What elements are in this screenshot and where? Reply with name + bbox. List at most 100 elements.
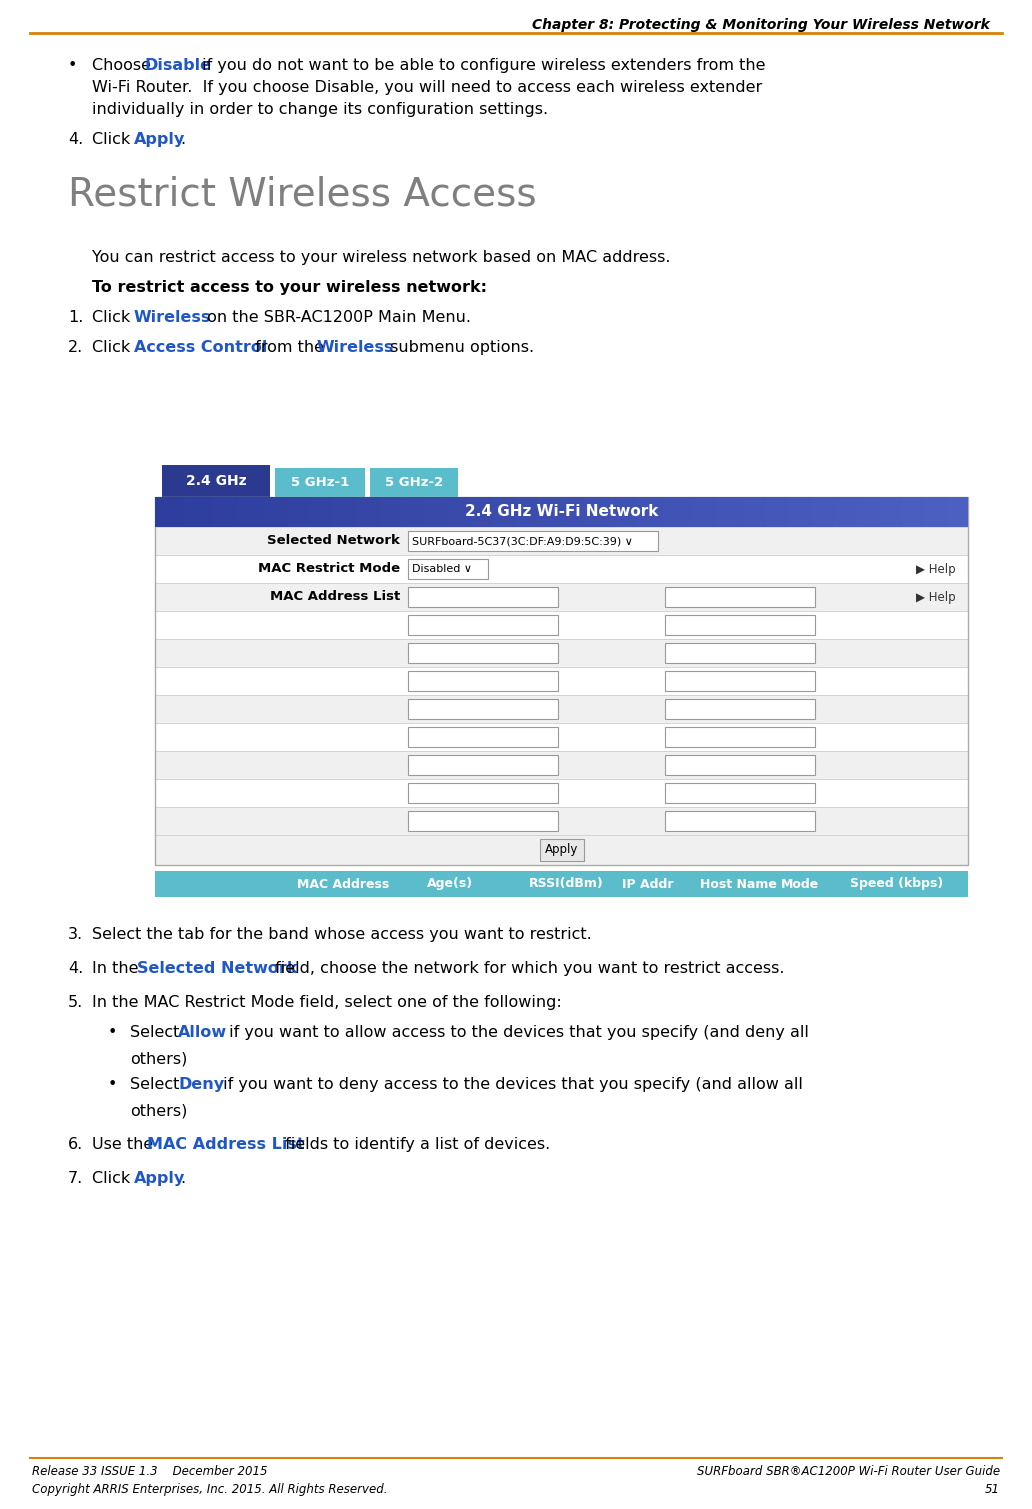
Text: 4.: 4. [68, 131, 84, 146]
Bar [408, 810, 558, 831]
Text: Release 33 ISSUE 1.3    December 2015: Release 33 ISSUE 1.3 December 2015 [32, 1465, 267, 1477]
Bar [408, 699, 558, 718]
Text: 5 GHz-1: 5 GHz-1 [291, 475, 349, 489]
Text: MAC Address List: MAC Address List [269, 590, 400, 604]
Text: •: • [68, 57, 77, 72]
Bar [408, 754, 558, 776]
Text: Use the: Use the [92, 1136, 158, 1151]
Text: MAC Address: MAC Address [297, 878, 389, 890]
Text: 2.4 GHz: 2.4 GHz [186, 474, 247, 487]
Text: Access Control: Access Control [134, 340, 267, 355]
Text: if you want to allow access to the devices that you specify (and deny all: if you want to allow access to the devic… [224, 1025, 809, 1040]
Text: Deny: Deny [178, 1077, 224, 1093]
Text: Click: Click [92, 309, 135, 324]
Text: Disable: Disable [144, 57, 211, 72]
Text: Select the tab for the band whose access you want to restrict.: Select the tab for the band whose access… [92, 927, 591, 942]
Bar [665, 672, 815, 691]
Text: 3.: 3. [68, 927, 84, 942]
Text: Mode: Mode [781, 878, 819, 890]
Bar [540, 839, 583, 862]
Bar [665, 754, 815, 776]
Bar [155, 834, 968, 865]
Text: submenu options.: submenu options. [385, 340, 535, 355]
Text: .: . [180, 131, 185, 146]
Bar [155, 496, 968, 865]
Bar [665, 616, 815, 635]
Bar [665, 699, 815, 718]
Text: Selected Network: Selected Network [137, 961, 297, 976]
Text: 4.: 4. [68, 961, 84, 976]
Text: Select: Select [130, 1077, 185, 1093]
Text: Apply: Apply [134, 1171, 186, 1186]
Text: •: • [108, 1077, 118, 1093]
Text: Click: Click [92, 340, 135, 355]
Bar [155, 723, 968, 751]
Bar [665, 587, 815, 607]
Text: Selected Network: Selected Network [267, 534, 400, 548]
Bar [155, 555, 968, 582]
Text: ▶ Help: ▶ Help [916, 590, 956, 604]
Bar [665, 810, 815, 831]
Bar [665, 643, 815, 662]
Text: if you want to deny access to the devices that you specify (and allow all: if you want to deny access to the device… [218, 1077, 803, 1093]
Text: Choose: Choose [92, 57, 156, 72]
Text: from the: from the [250, 340, 329, 355]
Text: Wi-Fi Router.  If you choose Disable, you will need to access each wireless exte: Wi-Fi Router. If you choose Disable, you… [92, 80, 763, 95]
Bar [155, 527, 968, 555]
Bar [155, 611, 968, 638]
Bar [155, 582, 968, 611]
Text: Copyright ARRIS Enterprises, Inc. 2015. All Rights Reserved.: Copyright ARRIS Enterprises, Inc. 2015. … [32, 1483, 387, 1495]
Text: 6.: 6. [68, 1136, 84, 1151]
Text: •: • [108, 1025, 118, 1040]
Bar [275, 468, 365, 496]
Text: if you do not want to be able to configure wireless extenders from the: if you do not want to be able to configu… [197, 57, 766, 72]
Text: ▶ Help: ▶ Help [916, 563, 956, 575]
Text: Wireless: Wireless [134, 309, 212, 324]
Text: Speed (kbps): Speed (kbps) [850, 878, 943, 890]
Text: 5.: 5. [68, 994, 84, 1010]
Text: RSSI(dBm): RSSI(dBm) [529, 878, 604, 890]
Text: To restrict access to your wireless network:: To restrict access to your wireless netw… [92, 281, 487, 294]
Text: In the MAC Restrict Mode field, select one of the following:: In the MAC Restrict Mode field, select o… [92, 994, 561, 1010]
Bar [408, 558, 488, 579]
Bar [155, 871, 968, 896]
Text: Apply: Apply [134, 131, 186, 146]
Text: MAC Restrict Mode: MAC Restrict Mode [258, 563, 400, 575]
Bar [155, 751, 968, 779]
Text: Click: Click [92, 1171, 135, 1186]
Bar [155, 807, 968, 834]
Text: Wireless: Wireless [317, 340, 394, 355]
Bar [155, 638, 968, 667]
Text: Host Name: Host Name [700, 878, 777, 890]
Text: 5 GHz-2: 5 GHz-2 [385, 475, 443, 489]
Bar [370, 468, 458, 496]
Text: 7.: 7. [68, 1171, 84, 1186]
Text: Apply: Apply [545, 844, 578, 857]
Text: Age(s): Age(s) [427, 878, 474, 890]
Bar [665, 783, 815, 803]
Text: field, choose the network for which you want to restrict access.: field, choose the network for which you … [270, 961, 784, 976]
Bar [408, 727, 558, 747]
Text: Select: Select [130, 1025, 185, 1040]
Text: You can restrict access to your wireless network based on MAC address.: You can restrict access to your wireless… [92, 250, 671, 266]
Bar [665, 727, 815, 747]
Text: others): others) [130, 1050, 188, 1065]
Bar [408, 587, 558, 607]
Text: Disabled ∨: Disabled ∨ [412, 564, 472, 573]
Text: SURFboard SBR®AC1200P Wi-Fi Router User Guide: SURFboard SBR®AC1200P Wi-Fi Router User … [697, 1465, 1000, 1477]
Text: Allow: Allow [178, 1025, 227, 1040]
Text: Restrict Wireless Access: Restrict Wireless Access [68, 175, 537, 213]
Bar [408, 643, 558, 662]
Bar [408, 531, 658, 551]
Text: MAC Address List: MAC Address List [147, 1136, 304, 1151]
Bar [162, 465, 270, 496]
Text: fields to identify a list of devices.: fields to identify a list of devices. [280, 1136, 550, 1151]
Text: on the SBR-AC1200P Main Menu.: on the SBR-AC1200P Main Menu. [202, 309, 471, 324]
Bar [408, 672, 558, 691]
Text: 1.: 1. [68, 309, 84, 324]
Bar [155, 779, 968, 807]
Text: individually in order to change its configuration settings.: individually in order to change its conf… [92, 103, 548, 118]
Text: 2.: 2. [68, 340, 84, 355]
Text: 2.4 GHz Wi-Fi Network: 2.4 GHz Wi-Fi Network [464, 504, 658, 519]
Bar [155, 696, 968, 723]
